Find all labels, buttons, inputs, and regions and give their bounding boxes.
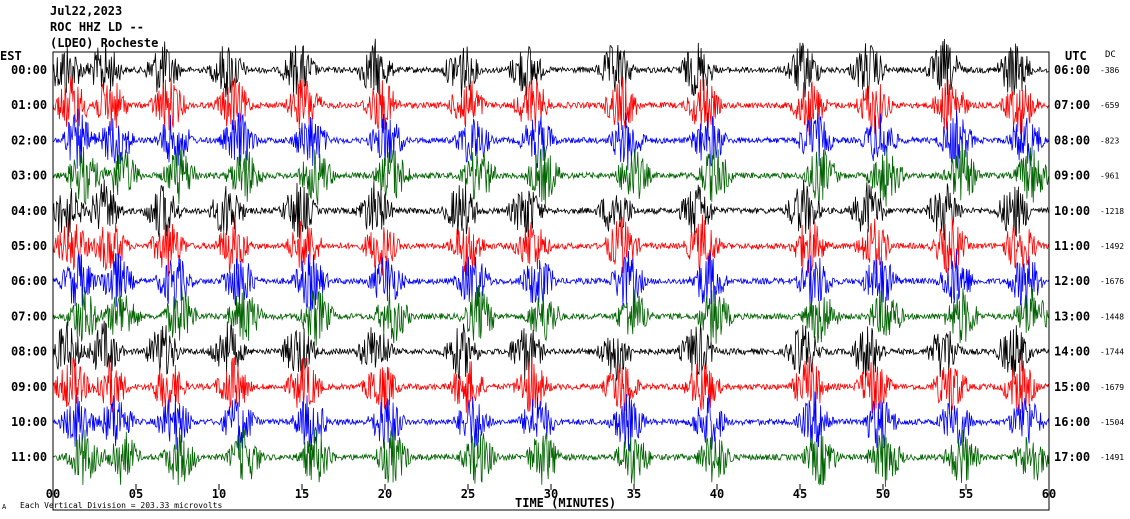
x-tick-label: 05 bbox=[129, 487, 143, 501]
trace-06:00 bbox=[52, 250, 1050, 311]
dc-header: DC bbox=[1105, 50, 1116, 60]
right-axis-title: UTC bbox=[1065, 49, 1087, 63]
dc-offset-label: -659 bbox=[1100, 101, 1119, 110]
trace-09:00 bbox=[52, 355, 1050, 418]
trace-11:00 bbox=[52, 427, 1050, 487]
seismic-traces bbox=[52, 38, 1050, 487]
est-label: 03:00 bbox=[11, 169, 47, 183]
trace-08:00 bbox=[52, 320, 1050, 382]
utc-label: 11:00 bbox=[1054, 239, 1090, 253]
x-tick-label: 25 bbox=[461, 487, 475, 501]
trace-07:00 bbox=[52, 285, 1050, 346]
dc-offset-label: -386 bbox=[1100, 66, 1119, 75]
est-label: 06:00 bbox=[11, 274, 47, 288]
dc-offset-label: -1504 bbox=[1100, 418, 1124, 427]
dc-offset-label: -1676 bbox=[1100, 277, 1124, 286]
utc-label: 14:00 bbox=[1054, 345, 1090, 359]
header-date: Jul22,2023 bbox=[50, 4, 122, 18]
header-network: (LDEO) Rocheste bbox=[50, 36, 158, 50]
utc-label: 16:00 bbox=[1054, 415, 1090, 429]
dc-offset-label: -823 bbox=[1100, 136, 1119, 145]
dc-offset-label: -961 bbox=[1100, 172, 1119, 181]
trace-03:00 bbox=[52, 144, 1050, 207]
trace-04:00 bbox=[52, 179, 1050, 241]
est-label: 11:00 bbox=[11, 450, 47, 464]
dc-offset-label: -1218 bbox=[1100, 207, 1124, 216]
utc-label: 08:00 bbox=[1054, 133, 1090, 147]
corner-mark: A bbox=[2, 503, 7, 511]
dc-offset-label: -1448 bbox=[1100, 312, 1124, 321]
trace-10:00 bbox=[52, 391, 1050, 451]
scale-note: Each Vertical Division = 203.33 microvol… bbox=[20, 501, 222, 510]
x-tick-label: 40 bbox=[710, 487, 724, 501]
utc-label: 15:00 bbox=[1054, 380, 1090, 394]
plot-frame bbox=[52, 51, 1050, 511]
trace-00:00 bbox=[52, 38, 1050, 101]
est-label: 07:00 bbox=[11, 309, 47, 323]
dc-offset-label: -1492 bbox=[1100, 242, 1124, 251]
est-label: 08:00 bbox=[11, 345, 47, 359]
utc-label: 07:00 bbox=[1054, 98, 1090, 112]
est-label: 09:00 bbox=[11, 380, 47, 394]
x-tick-label: 30 bbox=[544, 487, 558, 501]
x-tick-label: 45 bbox=[793, 487, 807, 501]
utc-label: 13:00 bbox=[1054, 309, 1090, 323]
x-tick-label: 00 bbox=[46, 487, 60, 501]
row-labels: 00:00 06:00 -386 01:00 07:00 -659 02:00 08:00 -8… bbox=[11, 63, 1124, 464]
header-station: ROC HHZ LD -- bbox=[50, 20, 144, 34]
utc-label: 06:00 bbox=[1054, 63, 1090, 77]
x-tick-label: 55 bbox=[959, 487, 973, 501]
est-label: 02:00 bbox=[11, 133, 47, 147]
utc-label: 17:00 bbox=[1054, 450, 1090, 464]
x-tick-label: 10 bbox=[212, 487, 226, 501]
x-tick-label: 60 bbox=[1042, 487, 1056, 501]
x-axis-label: TIME (MINUTES) bbox=[515, 496, 616, 510]
x-tick-label: 35 bbox=[627, 487, 641, 501]
est-label: 05:00 bbox=[11, 239, 47, 253]
x-tick-label: 50 bbox=[876, 487, 890, 501]
utc-label: 09:00 bbox=[1054, 169, 1090, 183]
trace-01:00 bbox=[52, 75, 1050, 136]
est-label: 04:00 bbox=[11, 204, 47, 218]
x-tick-label: 20 bbox=[378, 487, 392, 501]
utc-label: 10:00 bbox=[1054, 204, 1090, 218]
left-axis-title: EST bbox=[0, 49, 22, 63]
dc-offset-label: -1679 bbox=[1100, 383, 1124, 392]
trace-05:00 bbox=[52, 214, 1050, 277]
dc-offset-label: -1491 bbox=[1100, 453, 1124, 462]
x-axis-ticks: 00 05 10 15 20 25 30 35 40 45 50 55 60 bbox=[46, 484, 1056, 501]
x-tick-label: 15 bbox=[295, 487, 309, 501]
est-label: 00:00 bbox=[11, 63, 47, 77]
est-label: 10:00 bbox=[11, 415, 47, 429]
utc-label: 12:00 bbox=[1054, 274, 1090, 288]
est-label: 01:00 bbox=[11, 98, 47, 112]
dc-offset-label: -1744 bbox=[1100, 348, 1124, 357]
trace-02:00 bbox=[52, 108, 1050, 171]
